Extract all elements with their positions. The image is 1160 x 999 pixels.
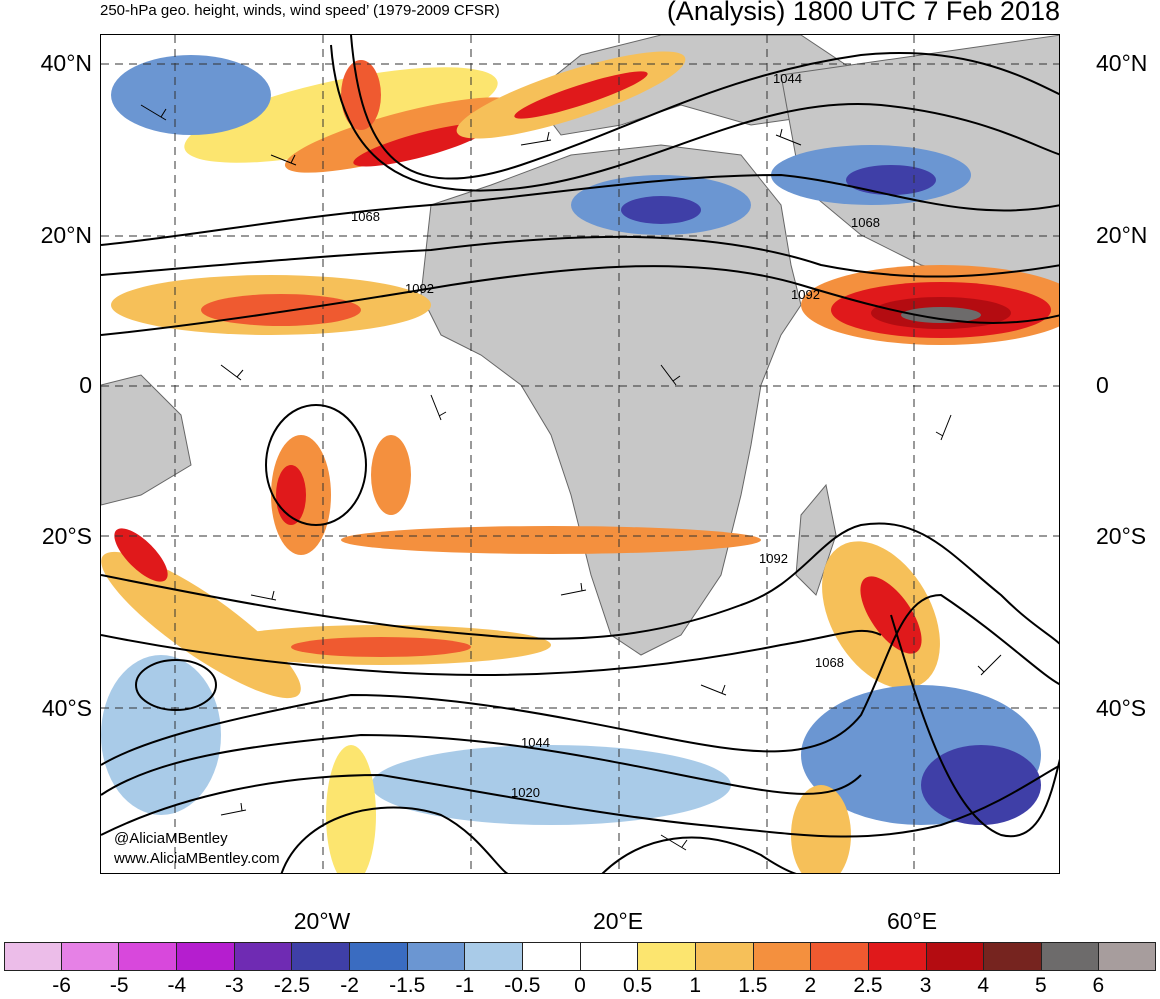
lat-label-0-right: 0 [1096, 372, 1109, 398]
colorbar-swatch [638, 942, 696, 971]
contour-label: 1068 [815, 655, 844, 670]
contour-label: 1044 [521, 735, 550, 750]
colorbar-swatch [349, 942, 408, 971]
anomaly-shading [101, 51, 1059, 873]
colorbar-tick-label: 1 [689, 974, 702, 997]
colorbar-tick-label: -2.5 [273, 974, 311, 997]
colorbar-swatch [580, 942, 639, 971]
south-america-land [101, 374, 192, 506]
anomaly-blob [846, 165, 936, 195]
colorbar-swatch [234, 942, 293, 971]
contour-value-labels: 1044 1068 1068 1092 1092 1092 1068 1044 … [351, 71, 880, 800]
credit-handle: @AliciaMBentley [114, 830, 228, 847]
colorbar-tick-label: -0.5 [504, 974, 541, 997]
anomaly-blob [341, 526, 761, 554]
lon-label-60e: 60°E [886, 908, 938, 934]
colorbar-tick-label: -1 [455, 974, 475, 997]
colorbar-tick-label: -4 [167, 974, 187, 997]
colorbar-swatch [868, 942, 927, 971]
colorbar-tick-label: 1.5 [738, 974, 768, 997]
anomaly-blob [791, 785, 851, 873]
anomaly-blob [901, 307, 981, 323]
grid-lines [101, 35, 1059, 873]
contour-label: 1092 [759, 551, 788, 566]
anomaly-blob [921, 745, 1041, 825]
colorbar-swatch [1041, 942, 1100, 971]
colorbar-swatch [984, 942, 1042, 971]
lat-label-20n-left: 20°N [40, 222, 92, 248]
colorbar-swatch [292, 942, 350, 971]
anomaly-blob [291, 637, 471, 657]
map-panel: 1044 1068 1068 1092 1092 1092 1068 1044 … [100, 34, 1060, 874]
height-contours [101, 35, 1059, 873]
right-title: (Analysis) 1800 UTC 7 Feb 2018 [666, 0, 1060, 26]
lon-label-20e: 20°E [592, 908, 644, 934]
colorbar-swatch [407, 942, 466, 971]
lat-label-0-left: 0 [79, 372, 92, 398]
contour-label: 1092 [405, 281, 434, 296]
colorbar-swatch [1099, 942, 1157, 971]
lat-label-40s-left: 40°S [41, 695, 92, 721]
lat-label-20n-right: 20°N [1096, 222, 1148, 248]
colorbar-swatch [465, 942, 523, 971]
anomaly-blob [114, 528, 168, 582]
colorbar-tick-label: 6 [1092, 974, 1105, 997]
anomaly-blob [353, 123, 489, 167]
anomaly-blob [184, 67, 498, 163]
anomaly-blob [621, 196, 701, 224]
anomaly-blob [111, 55, 271, 135]
contour-label: 1068 [351, 209, 380, 224]
colorbar-tick-label: 5 [1034, 974, 1047, 997]
colorbar-tick-label: -1.5 [389, 974, 426, 997]
lat-label-40s-right: 40°S [1096, 695, 1147, 721]
colorbar-swatch [753, 942, 812, 971]
lat-label-40n-right: 40°N [1096, 50, 1148, 76]
anomaly-blob [284, 97, 518, 173]
colorbar-tick-label: 2 [804, 974, 817, 997]
lon-label-20w: 20°W [293, 908, 351, 934]
anomaly-blob [101, 655, 221, 815]
colorbar-tick-label: 3 [919, 974, 932, 997]
colorbar-swatch [61, 942, 120, 971]
lat-label-20s-left: 20°S [41, 523, 92, 549]
map-graphic: 1044 1068 1068 1092 1092 1092 1068 1044 … [101, 35, 1059, 873]
colorbar-swatch [926, 942, 985, 971]
lat-label-20s-right: 20°S [1096, 523, 1147, 549]
colorbar-swatch [522, 942, 581, 971]
lat-label-40n-left: 40°N [40, 50, 92, 76]
colorbar-tick-label: 0.5 [622, 974, 653, 997]
colorbar-tick-label: 4 [977, 974, 990, 997]
credit-website: www.AliciaMBentley.com [114, 850, 280, 867]
contour-label: 1092 [791, 287, 820, 302]
contour-label: 1020 [511, 785, 540, 800]
colorbar [4, 942, 1157, 971]
colorbar-tick-label: -2 [340, 974, 359, 997]
wind-barbs [140, 104, 1002, 851]
anomaly-blob [201, 294, 361, 326]
colorbar-swatch [119, 942, 177, 971]
colorbar-swatch [176, 942, 235, 971]
left-title: 250-hPa geo. height, winds, wind speed’ … [100, 2, 500, 19]
contour-label: 1044 [773, 71, 802, 86]
colorbar-tick-label: 0 [574, 974, 586, 997]
anomaly-blob [101, 551, 301, 699]
colorbar-tick-label: -3 [225, 974, 244, 997]
colorbar-tick-label: -6 [52, 974, 71, 997]
colorbar-swatch [811, 942, 869, 971]
colorbar-swatch [4, 942, 62, 971]
anomaly-blob [371, 435, 411, 515]
colorbar-tick-label: 2.5 [853, 974, 883, 997]
anomaly-blob [514, 71, 648, 119]
colorbar-swatch [695, 942, 754, 971]
anomaly-blob [371, 745, 731, 825]
contour-label: 1068 [851, 215, 880, 230]
colorbar-tick-label: -5 [109, 974, 129, 997]
